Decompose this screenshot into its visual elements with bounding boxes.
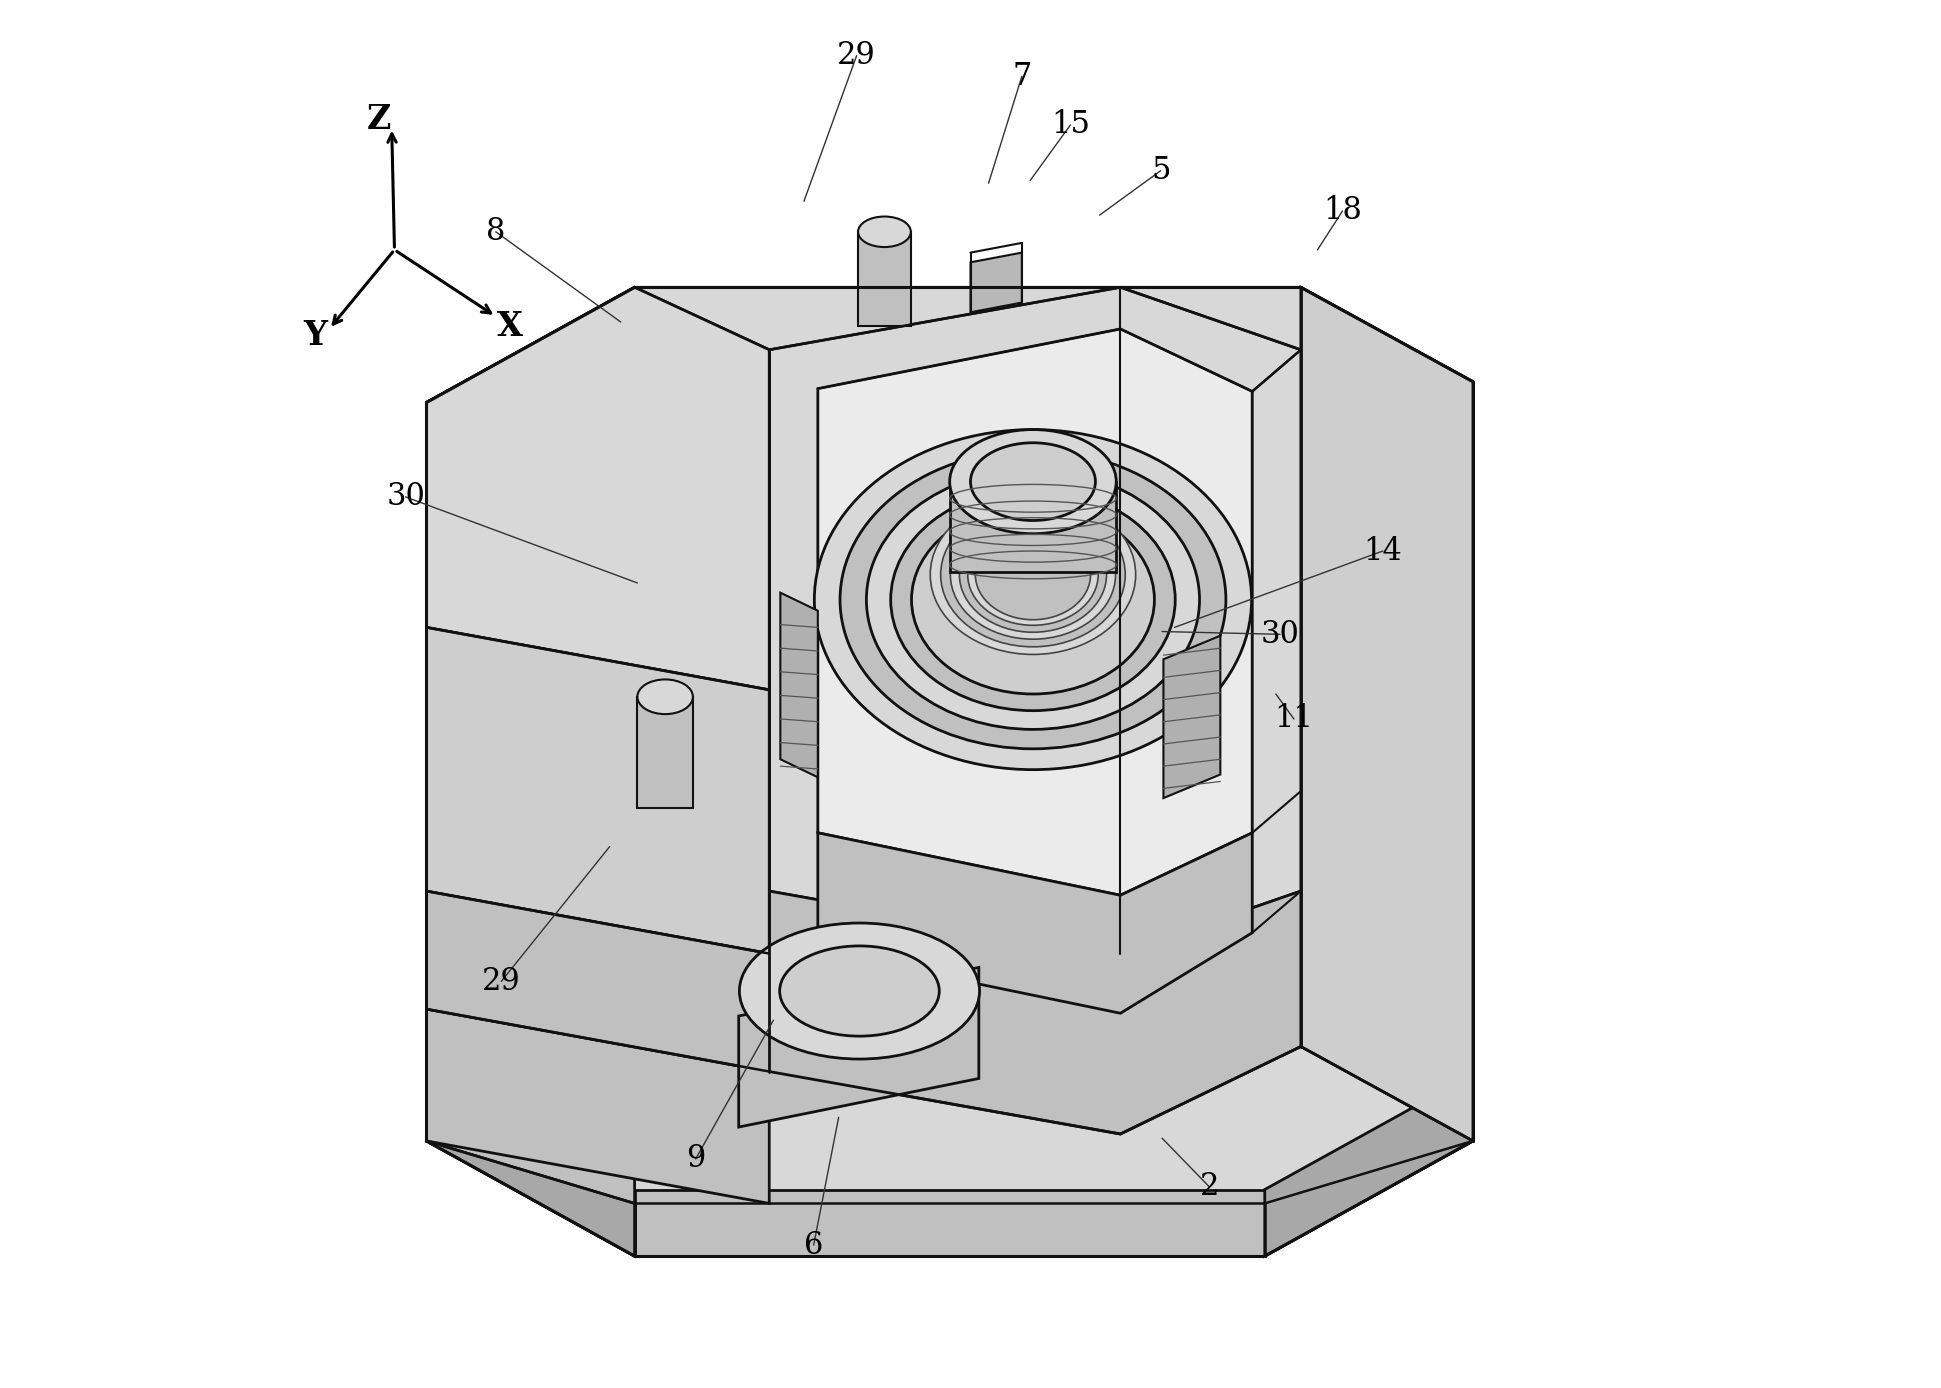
Polygon shape: [427, 1009, 769, 1203]
Ellipse shape: [891, 489, 1174, 711]
Text: Y: Y: [303, 319, 328, 353]
Ellipse shape: [780, 947, 939, 1035]
Polygon shape: [740, 967, 978, 1127]
Ellipse shape: [959, 518, 1106, 633]
Text: 29: 29: [481, 966, 520, 997]
Text: 2: 2: [1200, 1171, 1219, 1202]
Polygon shape: [817, 329, 1252, 895]
Ellipse shape: [969, 525, 1099, 626]
Ellipse shape: [858, 217, 910, 247]
Text: X: X: [497, 310, 522, 343]
Ellipse shape: [840, 451, 1227, 750]
Polygon shape: [427, 891, 635, 1203]
Polygon shape: [1266, 1074, 1473, 1256]
Ellipse shape: [930, 496, 1135, 655]
Polygon shape: [427, 891, 769, 1072]
Text: 9: 9: [685, 1144, 705, 1174]
Text: 5: 5: [1151, 155, 1170, 186]
Polygon shape: [949, 482, 1116, 572]
Text: 6: 6: [804, 1230, 823, 1260]
Text: 29: 29: [837, 40, 875, 71]
Text: 30: 30: [1260, 619, 1299, 650]
Ellipse shape: [912, 505, 1155, 694]
Text: 11: 11: [1275, 704, 1314, 734]
Text: 30: 30: [386, 482, 425, 512]
Ellipse shape: [970, 443, 1095, 520]
Polygon shape: [769, 287, 1300, 954]
Text: 7: 7: [1011, 61, 1031, 92]
Text: 14: 14: [1363, 536, 1401, 566]
Text: 8: 8: [485, 217, 505, 247]
Polygon shape: [427, 287, 769, 954]
Polygon shape: [970, 253, 1021, 312]
Polygon shape: [769, 891, 1300, 1134]
Polygon shape: [637, 697, 693, 808]
Polygon shape: [780, 593, 817, 777]
Ellipse shape: [949, 430, 1116, 534]
Polygon shape: [1163, 636, 1221, 798]
Polygon shape: [1300, 287, 1473, 1141]
Ellipse shape: [637, 679, 693, 713]
Text: 15: 15: [1050, 110, 1091, 140]
Text: Z: Z: [367, 103, 392, 136]
Ellipse shape: [815, 430, 1252, 770]
Polygon shape: [858, 232, 910, 326]
Polygon shape: [427, 287, 769, 690]
Polygon shape: [817, 833, 1252, 1013]
Polygon shape: [427, 627, 769, 954]
Ellipse shape: [951, 511, 1116, 640]
Ellipse shape: [740, 923, 980, 1059]
Ellipse shape: [866, 471, 1200, 730]
Text: 18: 18: [1324, 196, 1363, 226]
Ellipse shape: [976, 530, 1091, 620]
Polygon shape: [427, 287, 1473, 1256]
Ellipse shape: [941, 502, 1126, 647]
Polygon shape: [635, 1190, 1266, 1256]
Polygon shape: [427, 1074, 635, 1256]
